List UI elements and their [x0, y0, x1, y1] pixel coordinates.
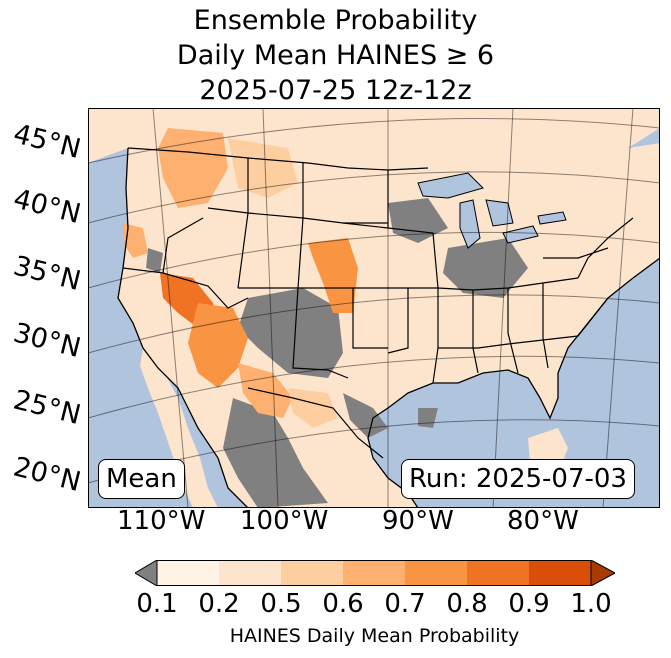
- colorbar-bin-2: [219, 560, 281, 586]
- colorbar-bin-6: [467, 560, 529, 586]
- nodata-areas: [146, 198, 528, 508]
- great-lakes: [417, 172, 567, 249]
- colorbar-bin-4: [343, 560, 405, 586]
- colorbar: [135, 560, 615, 586]
- title-line-1: Ensemble Probability: [193, 5, 478, 36]
- colorbar-tick-4: 0.6: [322, 589, 364, 619]
- title-line-2: Daily Mean HAINES ≥ 6: [176, 40, 495, 71]
- lat-label-20: 20°N: [10, 451, 84, 499]
- colorbar-over-triangle: [590, 560, 615, 586]
- map-frame: [88, 108, 660, 508]
- colorbar-frame: [156, 560, 592, 586]
- lat-label-25: 25°N: [10, 384, 84, 432]
- colorbar-under-triangle: [135, 560, 158, 586]
- colorbar-tick-3: 0.5: [260, 589, 302, 619]
- colorbar-label: HAINES Daily Mean Probability: [229, 625, 520, 647]
- canada-land: [88, 108, 660, 196]
- colorbar-bin-1: [157, 560, 219, 586]
- lat-label-30: 30°N: [10, 317, 84, 365]
- run-label-box: Run: 2025-07-03: [401, 459, 635, 499]
- colorbar-bin-3: [281, 560, 343, 586]
- lat-label-35: 35°N: [10, 250, 84, 298]
- mean-label-box: Mean: [98, 459, 185, 499]
- probability-patches: [123, 128, 358, 428]
- colorbar-tick-6: 0.8: [446, 589, 488, 619]
- colorbar-tick-5: 0.7: [384, 589, 426, 619]
- colorbar-tick-7: 0.9: [508, 589, 550, 619]
- state-borders: [122, 147, 634, 459]
- lon-label-90: 90°W: [382, 506, 454, 536]
- colorbar-tick-1: 0.1: [136, 589, 178, 619]
- probability-map: [88, 108, 660, 508]
- colorbar-tick-8: 1.0: [570, 589, 612, 619]
- lon-label-80: 80°W: [507, 506, 579, 536]
- colorbar-bin-5: [405, 560, 467, 586]
- lon-label-110: 110°W: [117, 506, 206, 536]
- graticule: [88, 108, 660, 508]
- lat-label-45: 45°N: [10, 118, 84, 166]
- baja-land: [140, 348, 218, 508]
- lon-label-100: 100°W: [240, 506, 329, 536]
- colorbar-tick-2: 0.2: [198, 589, 240, 619]
- lat-label-40: 40°N: [10, 183, 84, 231]
- title-line-3: 2025-07-25 12z-12z: [199, 75, 472, 106]
- coastline: [117, 147, 660, 508]
- colorbar-bin-7: [529, 560, 591, 586]
